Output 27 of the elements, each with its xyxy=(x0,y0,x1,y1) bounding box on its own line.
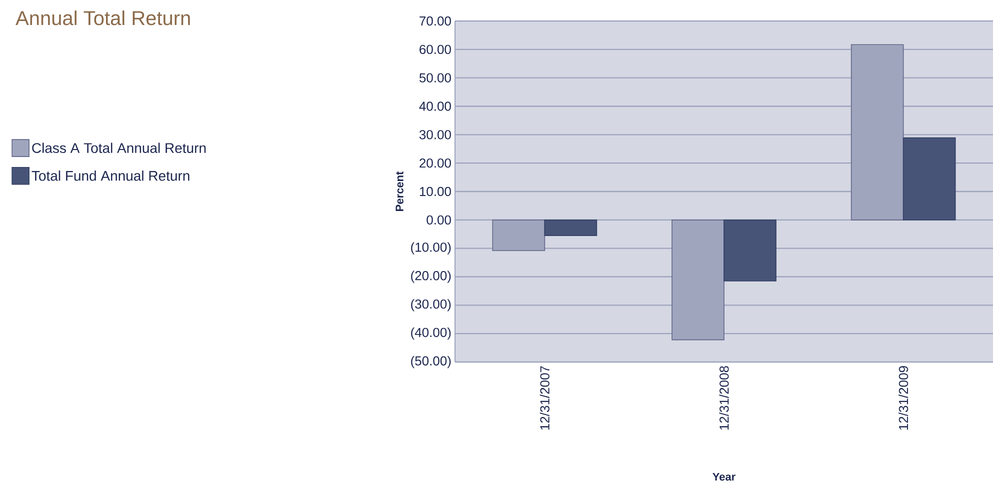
y-tick-label: 50.00 xyxy=(419,73,451,82)
x-tick-label: 12/31/2009 xyxy=(898,366,908,430)
x-tick-label: 12/31/2008 xyxy=(719,366,729,430)
legend-label: Total Fund Annual Return xyxy=(32,170,190,181)
bar xyxy=(902,137,956,220)
legend-label: Class A Total Annual Return xyxy=(32,142,206,154)
y-tick-label: 60.00 xyxy=(420,44,451,54)
y-tick-label: (30.00) xyxy=(411,299,451,312)
y-tick-label: (50.00) xyxy=(411,356,451,368)
y-tick-label: 40.00 xyxy=(419,102,451,111)
x-tick-label: 12/31/2007 xyxy=(540,366,550,430)
bar xyxy=(724,220,776,282)
bar xyxy=(850,44,904,220)
y-tick-label: (20.00) xyxy=(411,270,451,283)
x-axis-title: Year xyxy=(712,472,736,481)
bar xyxy=(492,220,546,252)
y-tick-label: 10.00 xyxy=(420,186,451,196)
y-tick-label: (40.00) xyxy=(411,328,451,340)
bar xyxy=(544,220,598,236)
y-tick-label: 30.00 xyxy=(419,130,451,140)
y-tick-label: 0.00 xyxy=(426,215,451,225)
text: Annual Total Return xyxy=(16,10,190,26)
y-axis-title: Percent xyxy=(396,171,404,211)
bar xyxy=(672,220,724,340)
y-tick-label: (10.00) xyxy=(411,242,451,254)
y-tick-label: 70.00 xyxy=(420,16,451,26)
y-tick-label: 20.00 xyxy=(420,158,451,168)
